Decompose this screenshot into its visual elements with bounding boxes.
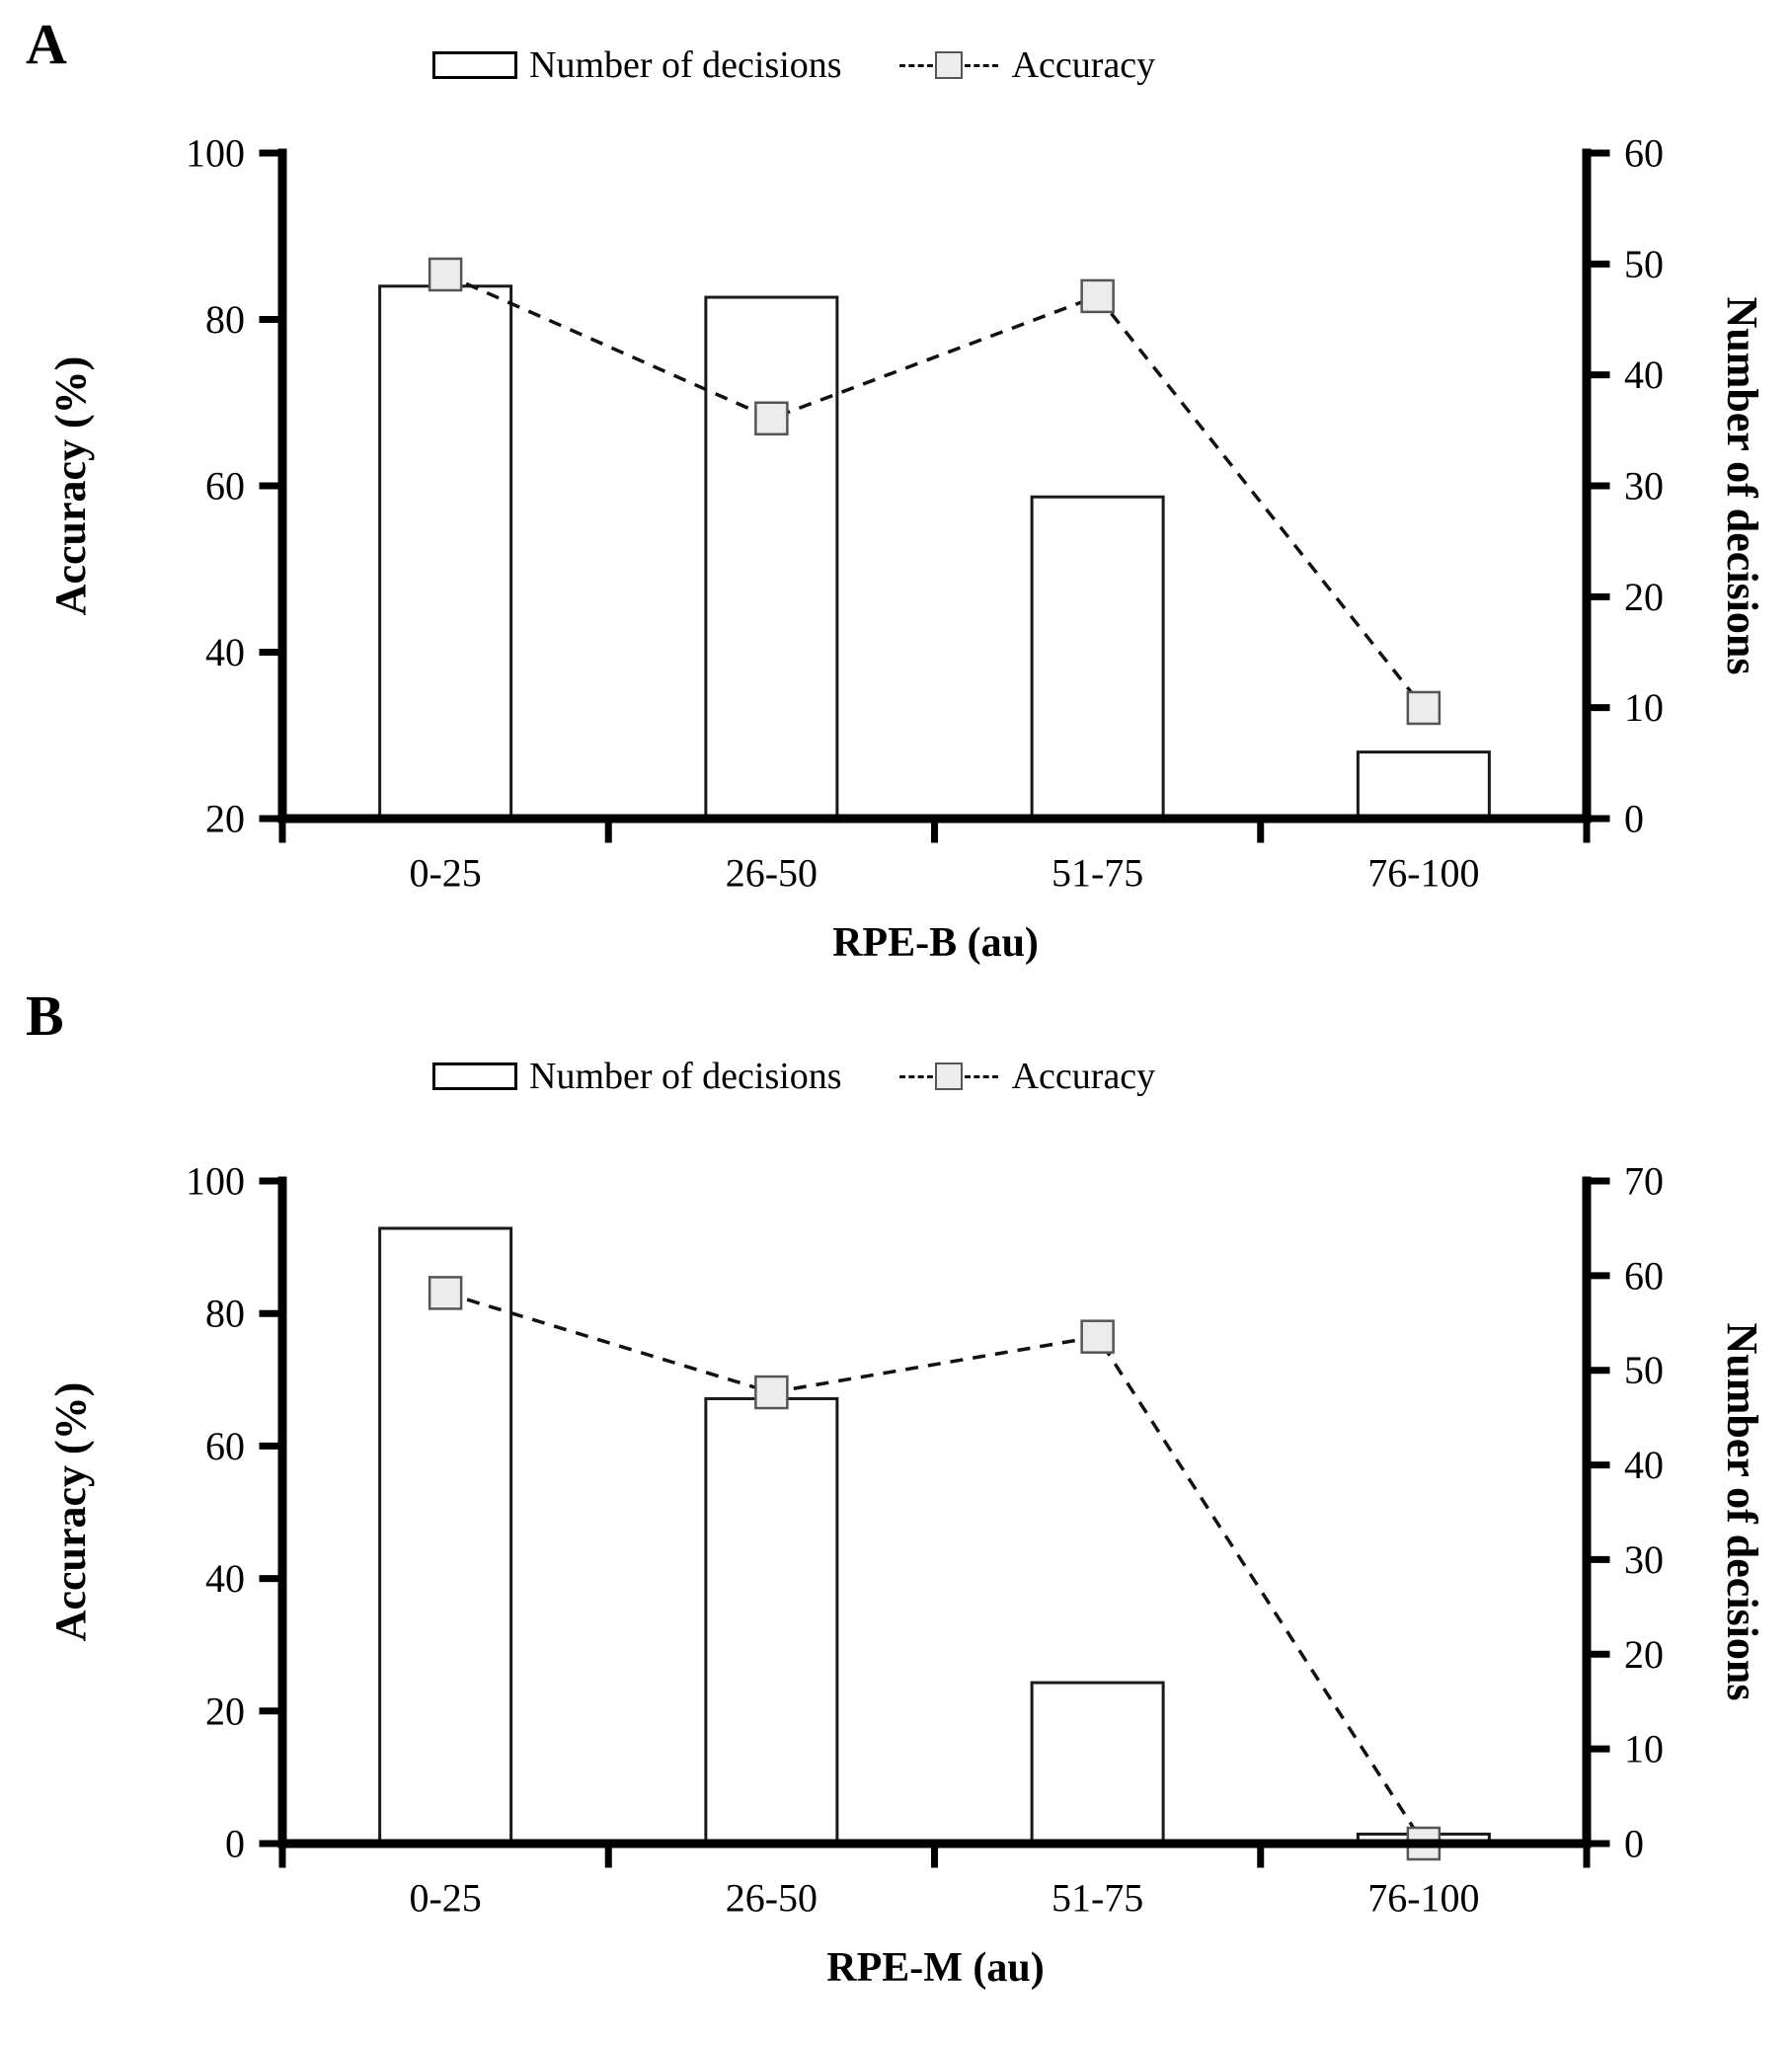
left-axis-tick-label: 40 [205, 1556, 245, 1601]
panel-b-bar-51-75 [1030, 1681, 1165, 1846]
right-axis-tick-label: 50 [1624, 1348, 1664, 1392]
panel-a-left-axis-title: Accuracy (%) [46, 355, 95, 616]
right-axis-tick-label: 50 [1624, 242, 1664, 286]
left-axis-tick-label: 80 [205, 1292, 245, 1336]
panel-a-category-label: 76-100 [1367, 851, 1479, 896]
panel-a-x-axis-title: RPE-B (au) [832, 920, 1039, 966]
panel-b-accuracy-line [444, 1291, 1426, 1845]
left-axis-tick-label: 40 [205, 630, 245, 674]
panel-b-category-label: 0-25 [409, 1876, 481, 1921]
panel-a-bar-26-50 [704, 295, 839, 821]
panel-a-accuracy-marker-51-75 [1080, 278, 1115, 314]
panel-a-category-label: 26-50 [726, 851, 818, 896]
panel-b-accuracy-marker-26-50 [754, 1375, 789, 1410]
dash-icon [964, 1074, 998, 1078]
bar-legend-label: Number of decisions [529, 44, 842, 86]
line-legend-label: Accuracy [1011, 1056, 1156, 1097]
panel-b-bar-0-25 [378, 1226, 513, 1846]
bar-legend-swatch [432, 51, 517, 79]
right-axis-tick-label: 60 [1624, 1253, 1664, 1298]
panel-a-accuracy-line [444, 273, 1426, 710]
right-axis-tick-label: 20 [1624, 1632, 1664, 1677]
left-axis-tick-label: 60 [205, 464, 245, 509]
right-axis-tick-label: 10 [1624, 1727, 1664, 1771]
panel-a-accuracy-marker-26-50 [754, 401, 789, 436]
left-axis-tick-label: 60 [205, 1424, 245, 1468]
panel-b-right-axis-title: Number of decisions [1718, 1322, 1766, 1701]
panel-a-accuracy-marker-0-25 [428, 257, 463, 292]
line-legend-marker [898, 1062, 998, 1090]
dash-icon [964, 63, 998, 67]
left-axis-tick-label: 20 [205, 797, 245, 841]
panel-b-category-label: 76-100 [1367, 1876, 1479, 1921]
dash-icon [898, 63, 933, 67]
right-axis-tick-label: 40 [1624, 353, 1664, 397]
panel-b-legend: Number of decisions Accuracy [432, 1058, 1155, 1095]
right-axis-tick-label: 0 [1624, 1822, 1644, 1866]
left-axis-tick-label: 100 [186, 1159, 245, 1204]
panel-b-x-axis-title: RPE-M (au) [826, 1945, 1045, 1991]
panel-b-bar-26-50 [704, 1396, 839, 1846]
panel-a-right-axis-title: Number of decisions [1718, 296, 1766, 675]
panel-a-category-label: 0-25 [409, 851, 481, 896]
panel-b-category-label: 26-50 [726, 1876, 818, 1921]
panel-a-category-label: 51-75 [1052, 851, 1143, 896]
bar-legend-swatch [432, 1062, 517, 1090]
panel-a-bar-0-25 [378, 284, 513, 821]
line-legend-label: Accuracy [1011, 44, 1156, 86]
left-axis-tick-label: 0 [225, 1822, 245, 1866]
left-axis-tick-label: 80 [205, 297, 245, 342]
panel-a-accuracy-marker-76-100 [1406, 690, 1441, 726]
panel-b-accuracy-marker-51-75 [1080, 1319, 1115, 1354]
right-axis-tick-label: 60 [1624, 131, 1664, 176]
left-axis-tick-label: 100 [186, 131, 245, 176]
panel-b-accuracy-marker-0-25 [428, 1276, 463, 1310]
right-axis-tick-label: 0 [1624, 797, 1644, 841]
square-marker-icon [934, 1062, 963, 1090]
dash-icon [898, 1074, 933, 1078]
panel-b-letter: B [26, 983, 64, 1048]
left-axis-tick-label: 20 [205, 1689, 245, 1733]
right-axis-tick-label: 30 [1624, 464, 1664, 509]
panel-a-legend: Number of decisions Accuracy [432, 46, 1155, 84]
right-axis-tick-label: 30 [1624, 1537, 1664, 1582]
panel-a-bar-76-100 [1356, 750, 1491, 821]
panel-a-bar-51-75 [1030, 495, 1165, 821]
square-marker-icon [934, 51, 963, 79]
right-axis-tick-label: 70 [1624, 1159, 1664, 1204]
panel-b-left-axis-title: Accuracy (%) [46, 1381, 95, 1642]
right-axis-tick-label: 10 [1624, 685, 1664, 730]
line-legend-marker [898, 51, 998, 79]
panel-a-letter: A [26, 12, 67, 76]
bar-legend-label: Number of decisions [529, 1056, 842, 1097]
right-axis-tick-label: 20 [1624, 575, 1664, 619]
panel-b-category-label: 51-75 [1052, 1876, 1143, 1921]
right-axis-tick-label: 40 [1624, 1443, 1664, 1487]
